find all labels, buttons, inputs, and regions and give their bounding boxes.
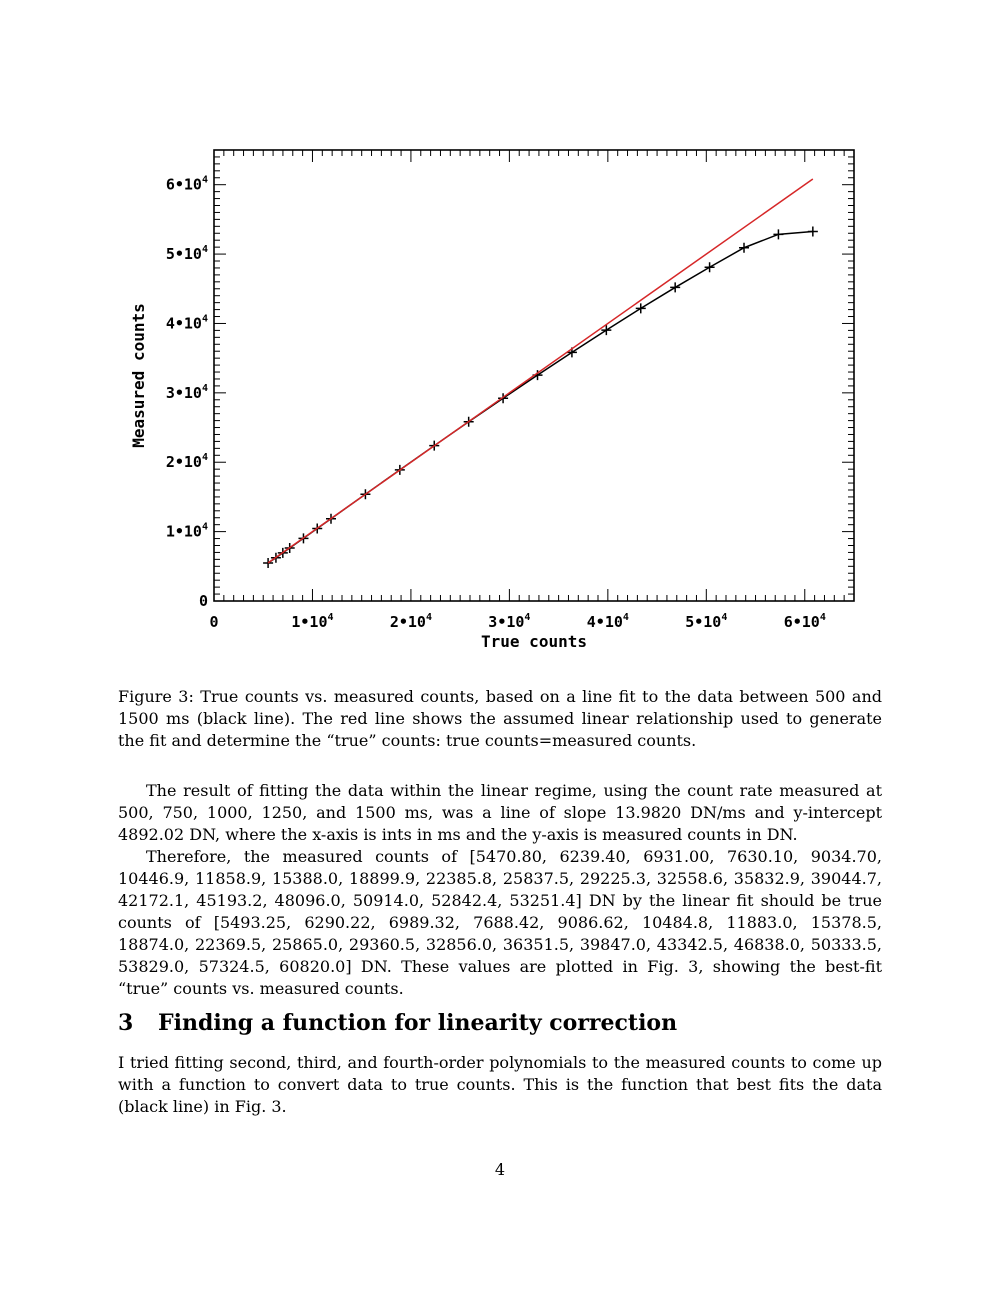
plot-frame xyxy=(213,149,855,602)
section-heading: 3 Finding a function for linearity correc… xyxy=(118,1008,882,1038)
y-tick-label: 2•104 xyxy=(166,452,208,471)
paragraph-fit-result: The result of fitting the data within th… xyxy=(118,781,882,844)
paragraph-measured-counts: Therefore, the measured counts of [5470.… xyxy=(118,847,882,998)
data-point-marker xyxy=(635,303,646,314)
x-tick-label: 5•104 xyxy=(685,612,727,631)
figure-caption: Figure 3: True counts vs. measured count… xyxy=(118,687,882,750)
page-number: 4 xyxy=(494,1160,506,1179)
data-point-marker xyxy=(807,226,818,237)
section-title: Finding a function for linearity correct… xyxy=(158,1010,678,1036)
y-tick-label: 0 xyxy=(199,592,208,610)
x-tick-label: 4•104 xyxy=(587,612,629,631)
y-tick-label: 1•104 xyxy=(166,522,208,541)
data-point-marker xyxy=(498,393,509,404)
linear-relationship-line xyxy=(267,178,814,564)
figure-3: 0 1•104 2•104 3•104 4•104 5•104 6•104 0 1•104 2•1… xyxy=(120,140,880,660)
x-tick-label: 0 xyxy=(209,613,218,631)
data-point-marker xyxy=(670,282,681,293)
data-point-marker xyxy=(704,262,715,273)
y-tick-label: 6•104 xyxy=(166,175,208,194)
data-point-marker xyxy=(263,558,274,569)
chart: 0 1•104 2•104 3•104 4•104 5•104 6•104 0 1•104 2•1… xyxy=(129,149,855,651)
y-tick-label: 4•104 xyxy=(166,313,208,332)
y-axis-label: Measured counts xyxy=(129,303,148,448)
measured-counts-line xyxy=(267,230,813,564)
x-axis-label: True counts xyxy=(481,632,587,651)
y-tick-label: 3•104 xyxy=(166,383,208,402)
data-point-marker xyxy=(601,325,612,336)
x-tick-label: 6•104 xyxy=(784,612,826,631)
y-tick-label: 5•104 xyxy=(166,244,208,263)
x-tick-label: 1•104 xyxy=(291,612,333,631)
x-tick-label: 3•104 xyxy=(488,612,530,631)
data-point-marker xyxy=(773,229,784,240)
paragraph-linearity: I tried fitting second, third, and fourt… xyxy=(118,1053,882,1116)
section-number: 3 xyxy=(118,1010,134,1036)
x-tick-label: 2•104 xyxy=(390,612,432,631)
data-point-marker xyxy=(739,242,750,253)
